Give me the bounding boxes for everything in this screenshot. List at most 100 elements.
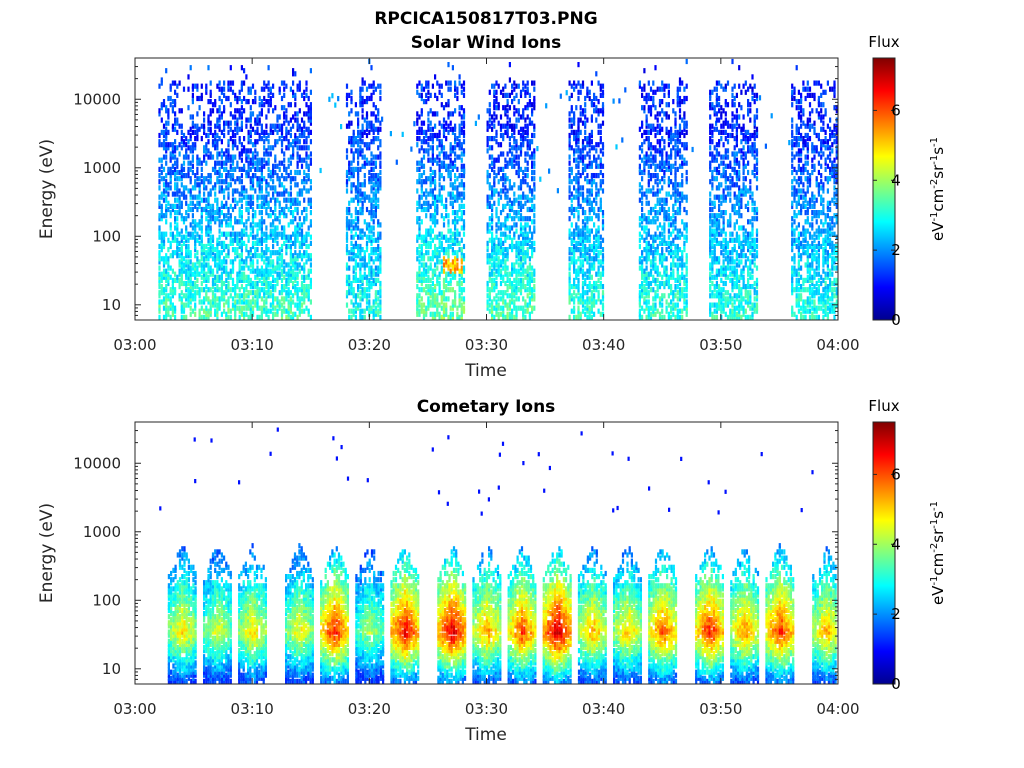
- heatmap-cell: [372, 213, 375, 219]
- heatmap-cell: [292, 259, 295, 265]
- heatmap-cell: [307, 268, 310, 274]
- heatmap-cell: [442, 126, 446, 132]
- heatmap-cell: [247, 163, 250, 169]
- heatmap-cell: [590, 145, 593, 151]
- heatmap-cell: [488, 302, 491, 308]
- heatmap-cell: [526, 216, 529, 222]
- heatmap-cell: [209, 250, 212, 256]
- heatmap-cell: [243, 68, 246, 74]
- heatmap-cell: [176, 163, 179, 169]
- heatmap-cell: [420, 111, 423, 117]
- heatmap-cell: [178, 284, 181, 290]
- heatmap-cell: [227, 299, 230, 305]
- heatmap-cell: [294, 95, 297, 102]
- heatmap-cell: [223, 86, 226, 92]
- heatmap-cell: [298, 157, 301, 163]
- heatmap-cell: [488, 154, 491, 160]
- heatmap-cell: [254, 154, 257, 160]
- heatmap-cell: [427, 126, 430, 132]
- heatmap-cell: [379, 302, 382, 308]
- heatmap-cell: [418, 200, 421, 206]
- heatmap-cell: [488, 89, 491, 95]
- heatmap-cell: [359, 274, 362, 280]
- heatmap-cell: [229, 163, 232, 169]
- heatmap-cell: [502, 274, 505, 280]
- heatmap-cell: [586, 136, 589, 142]
- heatmap-cell: [374, 305, 377, 311]
- heatmap-cell: [595, 280, 598, 287]
- heatmap-cell: [508, 62, 511, 68]
- heatmap-cell: [285, 284, 288, 290]
- heatmap-cell: [243, 314, 246, 320]
- heatmap-cell: [305, 160, 308, 166]
- heatmap-cell: [278, 200, 281, 206]
- heatmap-cell: [449, 126, 452, 132]
- heatmap-cell: [207, 65, 210, 71]
- heatmap-cell: [368, 268, 371, 274]
- heatmap-cell: [256, 290, 259, 296]
- heatmap-cell: [187, 250, 190, 256]
- heatmap-cell: [506, 265, 509, 271]
- heatmap-cell: [249, 314, 252, 320]
- heatmap-cell: [176, 228, 179, 234]
- heatmap-cell: [300, 243, 304, 250]
- heatmap-cell: [272, 166, 275, 172]
- heatmap-cell: [247, 194, 250, 200]
- heatmap-cell: [267, 213, 270, 219]
- heatmap-cell: [182, 185, 186, 191]
- heatmap-cell: [431, 290, 434, 296]
- heatmap-cell: [196, 129, 199, 135]
- heatmap-cell: [187, 169, 190, 176]
- heatmap-cell: [365, 111, 369, 117]
- heatmap-cell: [227, 83, 230, 89]
- heatmap-cell: [447, 228, 450, 234]
- heatmap-cell: [354, 148, 357, 154]
- heatmap-cell: [350, 222, 353, 228]
- heatmap-cell: [307, 284, 310, 290]
- heatmap-cell: [456, 188, 459, 194]
- heatmap-cell: [200, 243, 203, 250]
- heatmap-cell: [205, 216, 208, 222]
- heatmap-cell: [238, 237, 241, 243]
- heatmap-cell: [160, 210, 163, 216]
- heatmap-cell: [531, 305, 534, 311]
- heatmap-cell: [289, 308, 292, 314]
- heatmap-cell: [372, 154, 375, 160]
- heatmap-cell: [517, 185, 520, 191]
- heatmap-cell: [165, 120, 168, 126]
- heatmap-cell: [449, 277, 452, 283]
- heatmap-cell: [296, 314, 299, 320]
- heatmap-cell: [579, 83, 582, 89]
- heatmap-cell: [249, 86, 252, 92]
- heatmap-cell: [361, 256, 364, 262]
- heatmap-cell: [296, 197, 299, 203]
- heatmap-cell: [207, 296, 210, 302]
- heatmap-cell: [260, 274, 263, 280]
- heatmap-cell: [191, 145, 194, 151]
- heatmap-cell: [454, 197, 457, 203]
- heatmap-cell: [205, 185, 208, 191]
- heatmap-cell: [294, 111, 297, 117]
- heatmap-cell: [278, 305, 281, 311]
- heatmap-cell: [416, 274, 419, 280]
- heatmap-cell: [300, 191, 304, 197]
- heatmap-cell: [506, 271, 509, 277]
- heatmap-cell: [511, 99, 514, 105]
- heatmap-cell: [220, 222, 223, 228]
- heatmap-cell: [361, 274, 364, 280]
- heatmap-cell: [533, 95, 536, 102]
- heatmap-cell: [254, 250, 257, 256]
- heatmap-cell: [307, 290, 310, 296]
- heatmap-cell: [352, 265, 355, 271]
- heatmap-cell: [165, 68, 168, 74]
- heatmap-cell: [365, 296, 369, 302]
- heatmap-cell: [447, 256, 450, 262]
- heatmap-cell: [251, 265, 255, 271]
- heatmap-cell: [296, 206, 299, 213]
- heatmap-cell: [272, 191, 275, 197]
- heatmap-cell: [460, 314, 463, 320]
- heatmap-cell: [357, 293, 360, 299]
- heatmap-cell: [526, 247, 529, 253]
- heatmap-cell: [223, 92, 226, 98]
- heatmap-cell: [269, 151, 272, 157]
